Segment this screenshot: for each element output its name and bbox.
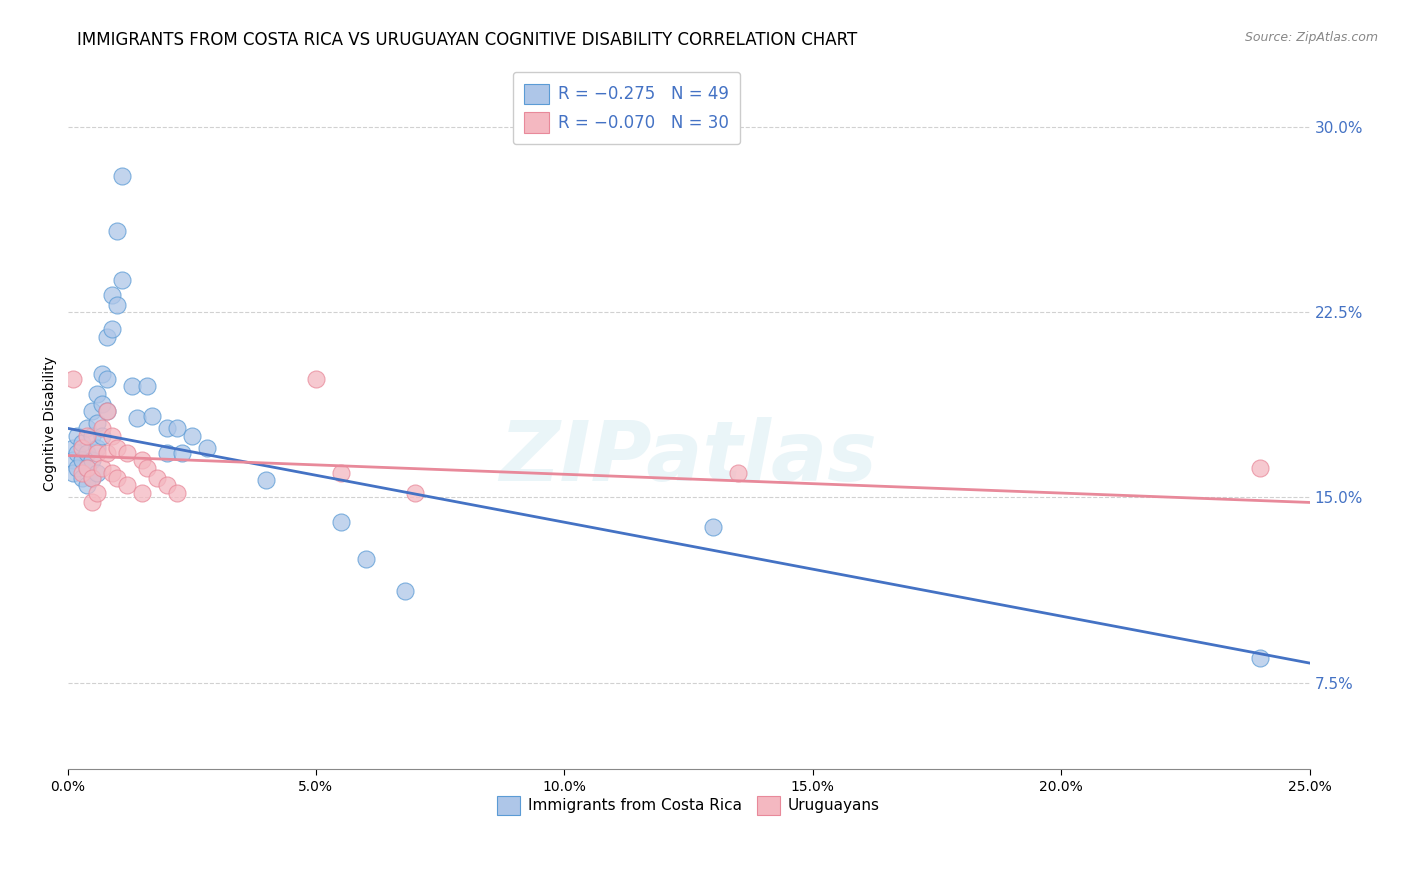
Point (131, 453, 153, 467)
Point (702, 520, 724, 534)
Point (72, 453, 94, 467)
Point (166, 485, 188, 500)
Point (86, 441, 108, 455)
Point (91, 428, 114, 442)
Point (127, 411, 149, 425)
Text: IMMIGRANTS FROM COSTA RICA VS URUGUAYAN COGNITIVE DISABILITY CORRELATION CHART: IMMIGRANTS FROM COSTA RICA VS URUGUAYAN … (77, 31, 858, 49)
Point (96, 404, 118, 418)
Point (96, 446, 118, 460)
Point (136, 460, 159, 475)
Text: ZIPatlas: ZIPatlas (499, 417, 877, 499)
Point (131, 485, 153, 500)
Point (62, 466, 84, 480)
Point (105, 224, 128, 238)
Point (354, 552, 377, 566)
Point (72, 441, 94, 455)
Point (72, 436, 94, 450)
Point (105, 298, 128, 312)
Point (156, 478, 179, 492)
Point (101, 466, 124, 480)
Point (105, 471, 128, 485)
Y-axis label: Cognitive Disability: Cognitive Disability (44, 356, 58, 491)
Point (76, 428, 98, 442)
Point (305, 372, 328, 386)
Point (146, 471, 169, 485)
Point (156, 446, 179, 460)
Point (72, 466, 94, 480)
Point (91, 367, 114, 381)
Point (101, 428, 124, 442)
Point (86, 417, 108, 431)
Point (66, 446, 89, 460)
Point (96, 372, 118, 386)
Point (115, 478, 138, 492)
Point (141, 409, 163, 423)
Legend: Immigrants from Costa Rica, Uruguayans: Immigrants from Costa Rica, Uruguayans (488, 787, 889, 824)
Point (62, 453, 84, 467)
Point (86, 386, 108, 401)
Point (82, 471, 104, 485)
Point (111, 169, 134, 184)
Point (76, 460, 98, 475)
Point (82, 471, 104, 485)
Text: Source: ZipAtlas.com: Source: ZipAtlas.com (1244, 31, 1378, 45)
Point (254, 473, 277, 487)
Point (115, 446, 138, 460)
Point (156, 421, 179, 435)
Point (82, 495, 104, 509)
Point (101, 322, 124, 336)
Point (82, 453, 104, 467)
Point (91, 396, 114, 410)
Point (86, 466, 108, 480)
Point (76, 460, 98, 475)
Point (329, 515, 352, 529)
Point (62, 441, 84, 455)
Point (111, 273, 134, 287)
Point (86, 446, 108, 460)
Point (66, 460, 89, 475)
Point (101, 288, 124, 302)
Point (62, 372, 84, 386)
Point (727, 466, 749, 480)
Point (76, 421, 98, 435)
Point (1249, 460, 1271, 475)
Point (82, 428, 104, 442)
Point (72, 471, 94, 485)
Point (105, 441, 128, 455)
Point (66, 428, 89, 442)
Point (76, 478, 98, 492)
Point (136, 379, 159, 393)
Point (404, 485, 426, 500)
Point (91, 421, 114, 435)
Point (91, 460, 114, 475)
Point (76, 446, 98, 460)
Point (86, 485, 108, 500)
Point (180, 428, 202, 442)
Point (195, 441, 218, 455)
Point (1249, 651, 1271, 665)
Point (166, 421, 188, 435)
Point (121, 379, 143, 393)
Point (96, 330, 118, 344)
Point (82, 404, 104, 418)
Point (96, 404, 118, 418)
Point (394, 584, 416, 599)
Point (329, 466, 352, 480)
Point (170, 446, 193, 460)
